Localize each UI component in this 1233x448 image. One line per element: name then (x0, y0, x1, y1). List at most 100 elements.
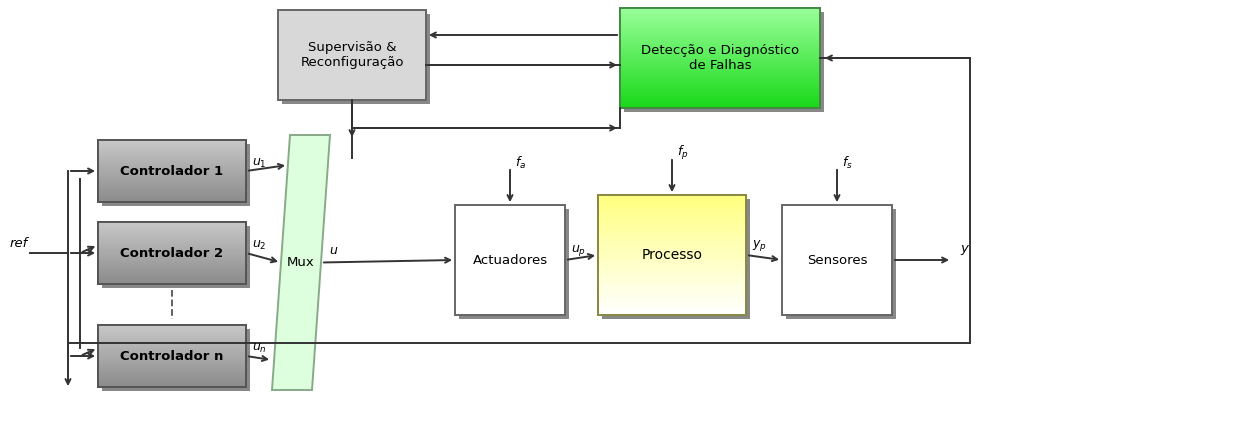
Bar (782, 205, 891, 315)
Bar (620, 31, 820, 33)
Bar (97, 186, 247, 188)
Bar (97, 384, 247, 386)
Bar (97, 233, 247, 234)
Bar (97, 334, 247, 336)
Bar (97, 238, 247, 240)
Bar (620, 74, 820, 76)
Bar (97, 383, 247, 385)
Bar (598, 305, 746, 307)
Bar (97, 365, 247, 366)
Bar (459, 209, 568, 319)
Bar (620, 98, 820, 99)
Bar (455, 205, 565, 315)
Bar (97, 350, 247, 352)
Text: Detecção e Diagnóstico
de Falhas: Detecção e Diagnóstico de Falhas (641, 44, 799, 72)
Bar (598, 228, 746, 231)
Bar (598, 310, 746, 313)
Bar (97, 181, 247, 182)
Bar (620, 46, 820, 48)
Bar (598, 289, 746, 291)
Bar (598, 204, 746, 207)
Bar (598, 301, 746, 303)
Bar (598, 216, 746, 219)
Bar (598, 195, 746, 315)
Text: Supervisão &
Reconfiguração: Supervisão & Reconfiguração (301, 41, 403, 69)
Bar (97, 324, 247, 326)
Bar (620, 47, 820, 50)
Bar (97, 261, 247, 262)
Bar (598, 298, 746, 301)
Text: $y$: $y$ (961, 243, 970, 257)
Bar (97, 325, 247, 387)
Bar (598, 198, 746, 201)
Bar (97, 184, 247, 185)
Bar (598, 194, 746, 197)
Bar (97, 333, 247, 334)
Bar (97, 192, 247, 194)
Bar (620, 14, 820, 16)
Bar (97, 273, 247, 275)
Bar (97, 258, 247, 260)
Bar (620, 9, 820, 11)
Bar (97, 253, 247, 254)
Bar (620, 38, 820, 40)
Bar (620, 71, 820, 73)
Bar (598, 279, 746, 281)
Bar (598, 212, 746, 215)
Bar (97, 353, 247, 354)
Bar (620, 13, 820, 15)
Text: ref: ref (10, 237, 28, 250)
Bar (97, 358, 247, 359)
Bar (97, 241, 247, 243)
Text: $f_a$: $f_a$ (515, 155, 526, 171)
Bar (97, 221, 247, 223)
Bar (97, 264, 247, 265)
Bar (598, 197, 746, 199)
Bar (97, 270, 247, 271)
Bar (97, 198, 247, 200)
Bar (620, 66, 820, 68)
Bar (620, 86, 820, 88)
Bar (620, 27, 820, 30)
Bar (97, 277, 247, 279)
Bar (620, 101, 820, 103)
Bar (620, 94, 820, 96)
Bar (97, 163, 247, 165)
Bar (97, 245, 247, 247)
Bar (97, 160, 247, 162)
Bar (620, 82, 820, 85)
Bar (97, 178, 247, 179)
Bar (97, 260, 247, 261)
Bar (97, 375, 247, 377)
Bar (97, 224, 247, 225)
Bar (598, 294, 746, 297)
Bar (97, 340, 247, 341)
Bar (97, 272, 247, 274)
Bar (97, 262, 247, 263)
Bar (620, 92, 820, 95)
Bar (620, 61, 820, 63)
Bar (97, 142, 247, 143)
Bar (97, 366, 247, 367)
Bar (598, 302, 746, 305)
Bar (277, 10, 425, 100)
Bar (598, 208, 746, 211)
Bar (598, 207, 746, 209)
Bar (97, 346, 247, 348)
Bar (97, 345, 247, 347)
Bar (598, 233, 746, 235)
Bar (598, 227, 746, 229)
Bar (97, 325, 247, 387)
Bar (620, 68, 820, 70)
Bar (598, 234, 746, 237)
Bar (97, 169, 247, 171)
Bar (97, 188, 247, 190)
Bar (97, 246, 247, 248)
Bar (598, 250, 746, 253)
Bar (97, 248, 247, 250)
Bar (598, 309, 746, 311)
Bar (97, 230, 247, 231)
Bar (620, 24, 820, 26)
Bar (620, 51, 820, 53)
Text: Mux: Mux (287, 256, 314, 269)
